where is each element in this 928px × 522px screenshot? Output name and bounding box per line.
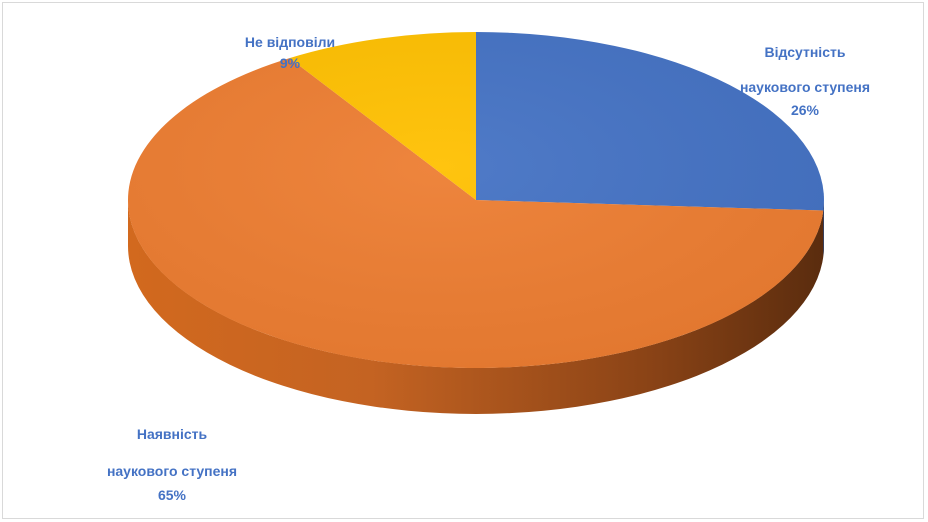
slice-label-no-degree-percent: 26% xyxy=(790,102,820,118)
slice-label-no-answer: Не відповіли 9% xyxy=(200,34,380,72)
slice-label-no-answer-line1: Не відповіли xyxy=(244,34,336,50)
slice-label-no-degree: Відсутність наукового ступеня 26% xyxy=(700,44,910,119)
slice-label-has-degree-line2: наукового ступеня xyxy=(106,463,238,479)
slice-label-no-degree-line1: Відсутність xyxy=(764,44,846,60)
slice-label-no-answer-percent: 9% xyxy=(279,55,301,71)
slice-label-has-degree-percent: 65% xyxy=(157,487,187,503)
slice-label-has-degree-line1: Наявність xyxy=(136,426,208,442)
slice-label-has-degree: Наявність наукового ступеня 65% xyxy=(72,426,272,504)
slice-label-no-degree-line2: наукового ступеня xyxy=(739,79,871,95)
